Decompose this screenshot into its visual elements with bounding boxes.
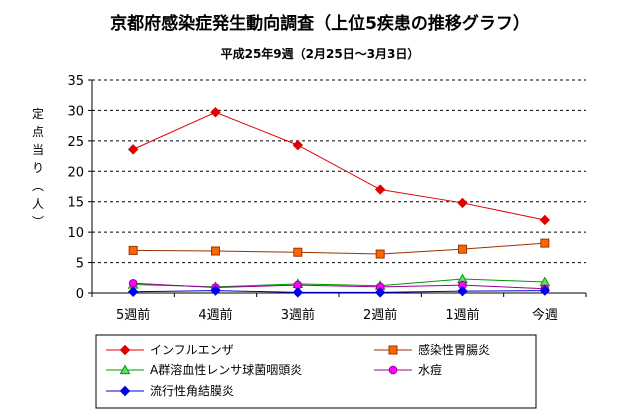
x-tick-label: 今週 xyxy=(532,307,558,323)
legend-marker xyxy=(119,344,131,356)
chart-title: 京都府感染症発生動向調査（上位5疾患の推移グラフ） xyxy=(110,13,530,34)
series-line xyxy=(133,282,545,290)
legend-item: 感染性胃腸炎 xyxy=(374,342,490,357)
legend-label: 流行性角結膜炎 xyxy=(150,384,234,398)
series-4 xyxy=(127,285,551,298)
data-point xyxy=(540,238,550,248)
series-line xyxy=(132,111,545,221)
gridlines xyxy=(88,79,586,294)
data-point xyxy=(292,287,304,298)
legend-label: 感染性胃腸炎 xyxy=(418,342,490,357)
data-point xyxy=(539,214,551,226)
legend-label: A群溶血性レンサ球菌咽頭炎 xyxy=(150,362,302,377)
data-point xyxy=(210,285,221,296)
data-point xyxy=(539,285,551,296)
y-tick-label: 5 xyxy=(76,257,84,272)
axes xyxy=(91,80,587,297)
legend-item: 流行性角結膜炎 xyxy=(106,384,234,398)
legend-box xyxy=(95,334,537,409)
y-tick-label: 15 xyxy=(67,196,84,211)
series-2 xyxy=(127,273,551,292)
y-tick-label: 20 xyxy=(67,165,84,180)
y-axis-label-text: 定点当り︵人︶ xyxy=(32,106,44,229)
data-point xyxy=(457,197,468,209)
series-group xyxy=(127,107,551,298)
legend-label: 水痘 xyxy=(418,362,442,377)
y-tick-label: 10 xyxy=(67,226,84,241)
legend-marker xyxy=(119,364,131,375)
data-point xyxy=(211,246,220,256)
y-tick-label: 0 xyxy=(76,287,84,302)
data-point xyxy=(127,286,139,297)
legend-item: A群溶血性レンサ球菌咽頭炎 xyxy=(106,362,302,377)
data-point xyxy=(458,244,467,254)
x-tick-label: 4週前 xyxy=(198,307,232,323)
legend-item: インフルエンザ xyxy=(106,343,234,357)
x-tick-label: 1週前 xyxy=(445,307,479,323)
data-point xyxy=(374,287,386,298)
data-point xyxy=(127,144,139,155)
legend-item: 水痘 xyxy=(374,362,442,377)
data-point xyxy=(375,249,385,259)
x-tick-label: 5週前 xyxy=(116,307,150,323)
legend-marker xyxy=(119,385,131,397)
legend-label: インフルエンザ xyxy=(150,343,234,357)
x-tick-label: 3週前 xyxy=(281,307,315,323)
y-tick-label: 25 xyxy=(67,135,84,150)
data-point xyxy=(128,245,138,255)
data-point xyxy=(210,107,221,118)
y-tick-label: 35 xyxy=(67,74,84,89)
x-tick-labels: 5週前 4週前 3週前 2週前 1週前 今週 xyxy=(116,307,558,323)
y-tick-labels: 0 5 10 15 20 25 30 35 xyxy=(67,74,84,302)
chart-subtitle: 平成25年9週（2月25日～3月3日） xyxy=(221,46,420,61)
data-point xyxy=(293,247,303,257)
y-axis-label: 定点当り︵人︶ xyxy=(32,106,44,229)
data-point xyxy=(292,139,304,151)
legend-marker xyxy=(388,345,398,355)
series-line xyxy=(133,242,545,255)
y-tick-label: 30 xyxy=(67,104,84,119)
series-line xyxy=(133,290,545,293)
series-1 xyxy=(128,238,550,259)
data-point xyxy=(457,285,468,297)
legend-marker xyxy=(388,365,398,375)
x-tick-label: 2週前 xyxy=(363,307,397,323)
data-point xyxy=(128,278,138,288)
series-0 xyxy=(127,107,551,226)
data-point xyxy=(374,184,386,195)
